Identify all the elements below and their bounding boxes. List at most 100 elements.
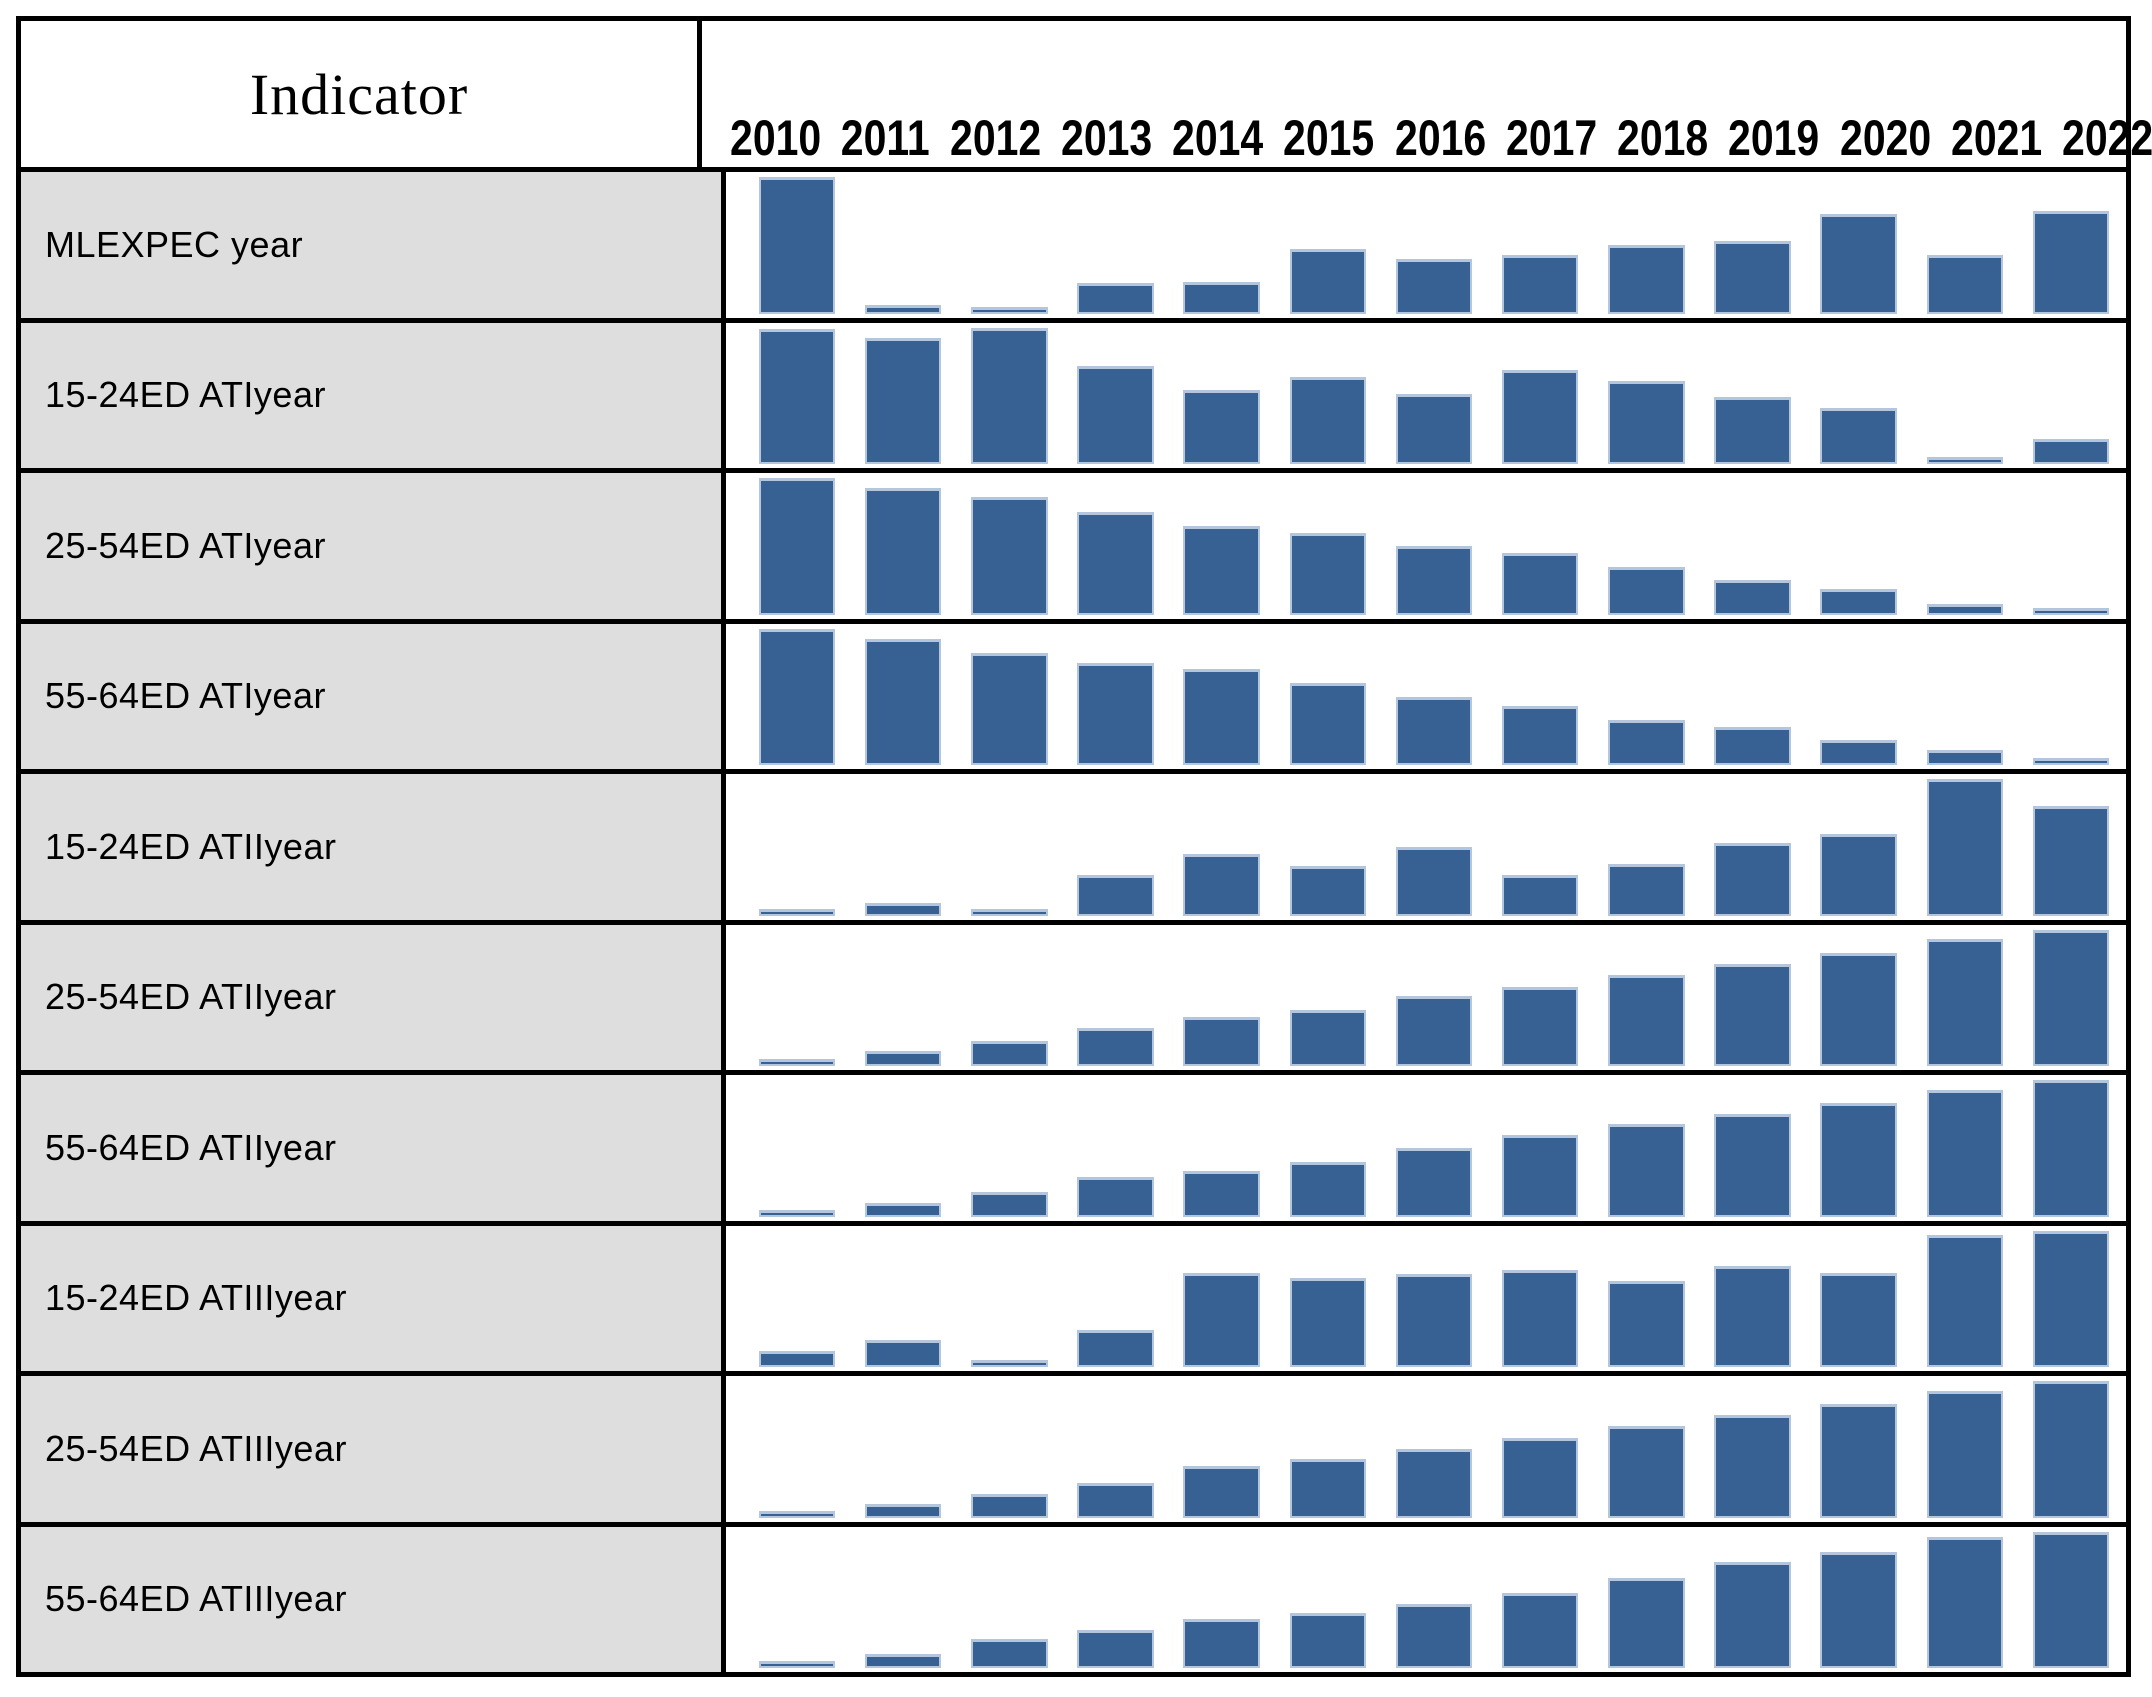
bar-slot (744, 930, 850, 1066)
bar-slot (1275, 629, 1381, 765)
bar (971, 653, 1048, 765)
bar (1183, 854, 1260, 916)
bar (1820, 833, 1897, 916)
sparkline-bar-chart (726, 1376, 2126, 1522)
year-slot: 2014 (1162, 113, 1273, 163)
bar-slot (1593, 629, 1699, 765)
bar (1183, 1618, 1260, 1668)
bar-slot (956, 1381, 1062, 1518)
bar-slot (1487, 930, 1593, 1066)
year-label: 2021 (1950, 110, 2043, 166)
bar (1608, 1426, 1685, 1518)
bar (1183, 669, 1260, 765)
sparkline-bar-chart (726, 925, 2126, 1071)
bar (758, 177, 836, 314)
bar-slot (1806, 478, 1912, 615)
bar (1926, 254, 2003, 314)
bar (1077, 1027, 1154, 1066)
bar (865, 1503, 942, 1518)
bar-slot (1806, 779, 1912, 916)
bar (1395, 996, 1473, 1066)
bar (1077, 1629, 1154, 1668)
bar (758, 1059, 836, 1066)
bar-slot (1806, 629, 1912, 765)
bar (2032, 1381, 2110, 1518)
bar-slot (1487, 1532, 1593, 1668)
bar (1820, 1272, 1897, 1367)
bar (1926, 1536, 2003, 1668)
bar-slot (1381, 1080, 1487, 1217)
bar-slot (2018, 1531, 2124, 1668)
table-row: 25-54ED ATIyear (21, 468, 2126, 619)
bar-slot (1381, 779, 1487, 916)
sparkline-bar-chart (726, 774, 2126, 920)
year-label: 2018 (1617, 110, 1709, 166)
bar-slot (1169, 1532, 1275, 1668)
bar (758, 1661, 836, 1668)
bar (1608, 974, 1685, 1066)
bar (1501, 706, 1579, 765)
bar-slot (1912, 629, 2018, 765)
bar (1077, 662, 1154, 765)
bar (1926, 457, 2003, 464)
bar-slot (850, 629, 956, 765)
bar-slot (1381, 930, 1487, 1066)
bar (758, 328, 836, 464)
bar-slot (744, 478, 850, 615)
year-label: 2014 (1172, 110, 1264, 166)
row-label: 15-24ED ATIyear (21, 322, 726, 468)
bar (1501, 874, 1579, 916)
bar (758, 1510, 836, 1518)
bar (865, 305, 942, 314)
bar-slot (1487, 1231, 1593, 1367)
bar (1820, 1103, 1897, 1217)
bar-slot (744, 1080, 850, 1217)
bar-slot (1699, 478, 1805, 615)
bar-slot (850, 779, 956, 916)
bar (1926, 750, 2003, 765)
bar (1714, 1266, 1791, 1367)
bar-slot (1593, 177, 1699, 314)
year-label: 2020 (1839, 110, 1931, 166)
bar (1501, 1438, 1579, 1518)
bar-slot (1169, 328, 1275, 464)
bar (1926, 1234, 2003, 1367)
bar (971, 1494, 1048, 1518)
bar (865, 1339, 942, 1367)
bar (1714, 397, 1791, 464)
table-row: 15-24ED ATIIIyear (21, 1220, 2126, 1371)
bar-slot (1062, 1381, 1168, 1518)
bar (865, 639, 942, 765)
bar (1183, 282, 1260, 314)
bar (2032, 439, 2110, 464)
bar-slot (956, 478, 1062, 615)
bar-slot (1062, 779, 1168, 916)
bar-slot (1912, 930, 2018, 1066)
sparkline-bar-chart (726, 473, 2126, 619)
row-label: 55-64ED ATIyear (21, 623, 726, 769)
bar-slot (850, 1231, 956, 1367)
bar (1501, 1270, 1579, 1367)
bar-slot (1806, 1080, 1912, 1217)
bar (1714, 726, 1791, 765)
bar-slot (1699, 177, 1805, 314)
bar-slot (1381, 328, 1487, 464)
years-header: 2010 2011 2012 2013 2014 2015 2016 2017 2018 2019… (702, 21, 2152, 167)
bar-slot (1593, 478, 1699, 615)
bar-slot (1593, 1231, 1699, 1367)
bar (1077, 283, 1154, 314)
table-row: 15-24ED ATIyear (21, 317, 2126, 469)
sparkline-bar-chart (726, 323, 2126, 469)
bar-slot (744, 1532, 850, 1668)
bar (1289, 683, 1367, 765)
bar (1183, 1171, 1260, 1217)
bar (2032, 929, 2110, 1066)
bar (971, 1360, 1048, 1367)
bar (971, 908, 1048, 916)
bar-slot (1062, 1080, 1168, 1217)
bar-slot (1381, 177, 1487, 314)
bar-slot (1912, 1080, 2018, 1217)
year-slot: 2018 (1607, 113, 1718, 163)
indicator-sparkline-table: Indicator 2010 2011 2012 2013 2014 2015 2016 20… (16, 16, 2152, 1677)
bar-slot (956, 629, 1062, 765)
